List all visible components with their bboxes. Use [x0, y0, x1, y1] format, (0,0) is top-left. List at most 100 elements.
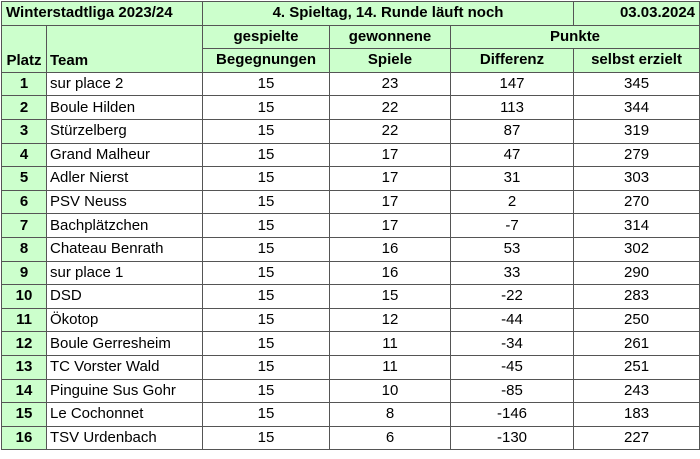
team-cell: DSD [45, 284, 204, 309]
scored-cell: 302 [573, 236, 700, 262]
team-cell: Grand Malheur [45, 142, 204, 168]
table-row: 10 DSD 15 15 -22 283 [1, 284, 700, 309]
table-row: 7 Bachplätzchen 15 17 -7 314 [1, 213, 700, 238]
diff-cell: -22 [450, 284, 575, 309]
header-diff: Differenz [450, 48, 575, 73]
rank-cell: 15 [1, 402, 47, 427]
team-cell: Boule Gerresheim [45, 331, 204, 356]
won-cell: 12 [329, 307, 452, 333]
diff-cell: 47 [450, 142, 575, 168]
rank-cell: 9 [1, 260, 47, 286]
won-cell: 22 [329, 95, 452, 120]
table-row: 12 Boule Gerresheim 15 11 -34 261 [1, 331, 700, 356]
scored-cell: 319 [573, 118, 700, 144]
header-won-bottom: Spiele [329, 48, 452, 73]
diff-cell: 147 [450, 71, 575, 97]
header-points: Punkte [450, 24, 700, 50]
scored-cell: 251 [573, 354, 700, 380]
games-cell: 15 [202, 307, 331, 333]
won-cell: 22 [329, 118, 452, 144]
rank-cell: 12 [1, 331, 47, 356]
table-row: 3 Stürzelberg 15 22 87 319 [1, 118, 700, 144]
games-cell: 15 [202, 118, 331, 144]
games-cell: 15 [202, 166, 331, 191]
diff-cell: 87 [450, 118, 575, 144]
date-label: 03.03.2024 [573, 1, 700, 26]
rank-cell: 13 [1, 354, 47, 380]
round-status: 4. Spieltag, 14. Runde läuft noch [202, 1, 575, 26]
table-row: 16 TSV Urdenbach 15 6 -130 227 [1, 425, 700, 451]
won-cell: 17 [329, 166, 452, 191]
team-cell: PSV Neuss [45, 189, 204, 215]
scored-cell: 345 [573, 71, 700, 97]
scored-cell: 243 [573, 378, 700, 404]
diff-cell: -130 [450, 425, 575, 451]
rank-cell: 14 [1, 378, 47, 404]
games-cell: 15 [202, 189, 331, 215]
diff-cell: -34 [450, 331, 575, 356]
table-row: 1 sur place 2 15 23 147 345 [1, 71, 700, 97]
scored-cell: 314 [573, 213, 700, 238]
won-cell: 6 [329, 425, 452, 451]
scored-cell: 183 [573, 402, 700, 427]
won-cell: 8 [329, 402, 452, 427]
games-cell: 15 [202, 284, 331, 309]
won-cell: 23 [329, 71, 452, 97]
rank-cell: 4 [1, 142, 47, 168]
won-cell: 16 [329, 260, 452, 286]
won-cell: 17 [329, 213, 452, 238]
diff-cell: -45 [450, 354, 575, 380]
table-row: 4 Grand Malheur 15 17 47 279 [1, 142, 700, 168]
scored-cell: 227 [573, 425, 700, 451]
team-cell: Stürzelberg [45, 118, 204, 144]
table-body: Winterstadtliga 2023/24 4. Spieltag, 14.… [0, 1, 700, 73]
table-row: 5 Adler Nierst 15 17 31 303 [1, 166, 700, 191]
scored-cell: 270 [573, 189, 700, 215]
column-header-row-1: Platz Team gespielte gewonnene Punkte [1, 24, 700, 73]
title-row: Winterstadtliga 2023/24 4. Spieltag, 14.… [0, 1, 700, 26]
scored-cell: 283 [573, 284, 700, 309]
rank-cell: 16 [1, 425, 47, 451]
header-games-top: gespielte [202, 24, 331, 50]
diff-cell: -85 [450, 378, 575, 404]
games-cell: 15 [202, 378, 331, 404]
games-cell: 15 [202, 71, 331, 97]
team-cell: Adler Nierst [45, 166, 204, 191]
games-cell: 15 [202, 402, 331, 427]
games-cell: 15 [202, 425, 331, 451]
rank-cell: 11 [1, 307, 47, 333]
team-cell: sur place 1 [45, 260, 204, 286]
table-row: 8 Chateau Benrath 15 16 53 302 [1, 236, 700, 262]
games-cell: 15 [202, 95, 331, 120]
rank-cell: 3 [1, 118, 47, 144]
won-cell: 10 [329, 378, 452, 404]
diff-cell: -44 [450, 307, 575, 333]
games-cell: 15 [202, 142, 331, 168]
team-cell: Ökotop [45, 307, 204, 333]
standings-rows: 1 sur place 2 15 23 147 345 2 Boule Hilden 15 22 1… [1, 71, 700, 451]
rank-cell: 5 [1, 166, 47, 191]
table-row: 14 Pinguine Sus Gohr 15 10 -85 243 [1, 378, 700, 404]
diff-cell: 113 [450, 95, 575, 120]
scored-cell: 344 [573, 95, 700, 120]
games-cell: 15 [202, 260, 331, 286]
table-row: 13 TC Vorster Wald 15 11 -45 251 [1, 354, 700, 380]
team-cell: Le Cochonnet [45, 402, 204, 427]
rank-cell: 1 [1, 71, 47, 97]
team-cell: TC Vorster Wald [45, 354, 204, 380]
games-cell: 15 [202, 236, 331, 262]
team-cell: Boule Hilden [45, 95, 204, 120]
table-row: 9 sur place 1 15 16 33 290 [1, 260, 700, 286]
header-won-top: gewonnene [329, 24, 452, 50]
diff-cell: 2 [450, 189, 575, 215]
scored-cell: 279 [573, 142, 700, 168]
header-team: Team [45, 24, 204, 73]
games-cell: 15 [202, 354, 331, 380]
team-cell: TSV Urdenbach [45, 425, 204, 451]
scored-cell: 290 [573, 260, 700, 286]
rank-cell: 7 [1, 213, 47, 238]
diff-cell: -146 [450, 402, 575, 427]
table-row: 11 Ökotop 15 12 -44 250 [1, 307, 700, 333]
